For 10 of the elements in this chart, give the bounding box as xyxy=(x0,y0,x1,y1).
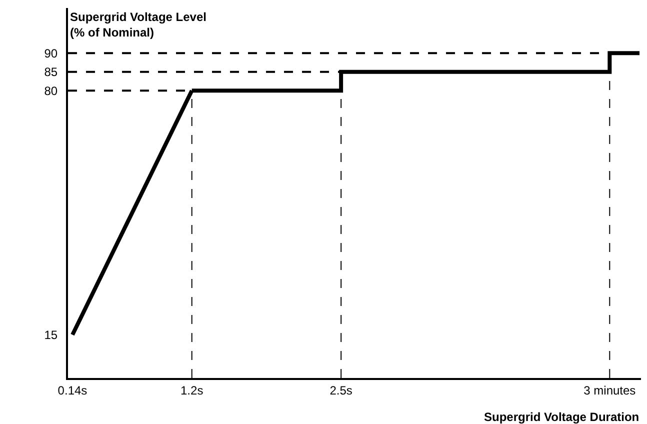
y-tick-label: 85 xyxy=(44,65,58,80)
x-tick-label: 3 minutes xyxy=(584,383,636,398)
x-tick-label: 0.14s xyxy=(58,383,88,398)
y-tick-label: 80 xyxy=(44,84,58,98)
y-tick-label: 15 xyxy=(44,328,58,342)
x-tick-label: 2.5s xyxy=(330,383,352,398)
y-axis-title: Supergrid Voltage Level (% of Nominal) xyxy=(70,10,206,40)
y-tick-label: 90 xyxy=(44,46,58,60)
x-axis-title: Supergrid Voltage Duration xyxy=(484,410,640,424)
x-tick-label: 1.2s xyxy=(180,383,204,398)
